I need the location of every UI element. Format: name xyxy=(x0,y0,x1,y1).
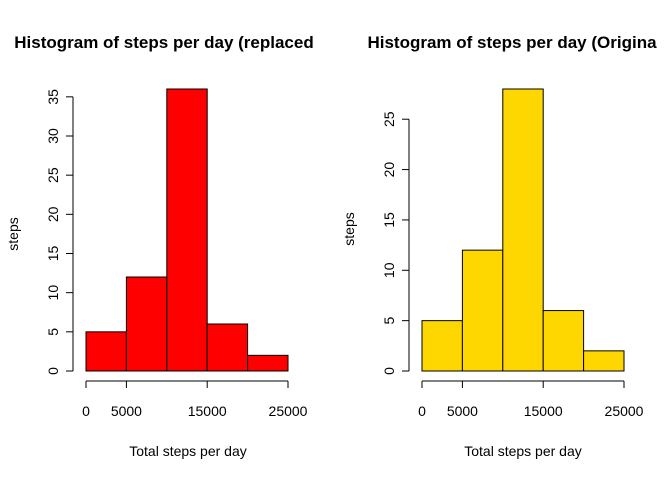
y-tick-label: 5 xyxy=(381,317,397,325)
x-tick-label: 0 xyxy=(418,403,426,419)
y-tick-label: 0 xyxy=(45,367,61,375)
y-axis: 0 5 10 15 20 25 xyxy=(381,111,410,375)
y-tick-label: 25 xyxy=(381,111,397,127)
y-tick-label: 5 xyxy=(45,328,61,336)
y-axis-label: steps xyxy=(5,217,21,250)
histogram-bar xyxy=(247,354,289,372)
y-tick-label: 15 xyxy=(381,212,397,228)
histogram-bar xyxy=(125,276,168,372)
histogram-replaced-panel: Histogram of steps per day (replaced Tot… xyxy=(5,33,314,459)
x-axis: 0 5000 15000 25000 xyxy=(82,380,308,419)
x-tick-label: 5000 xyxy=(447,403,478,419)
x-tick-label: 15000 xyxy=(188,403,227,419)
y-axis-label: steps xyxy=(341,212,357,245)
y-tick-label: 20 xyxy=(45,206,61,222)
x-axis-label: Total steps per day xyxy=(464,443,582,459)
histogram-bar xyxy=(461,249,504,372)
histogram-bar xyxy=(85,331,127,372)
x-axis-label: Total steps per day xyxy=(129,443,247,459)
histogram-bar xyxy=(542,310,585,372)
histogram-bar xyxy=(502,88,544,372)
y-axis: 0 5 10 15 20 25 30 35 xyxy=(45,89,74,375)
y-tick-label: 15 xyxy=(45,246,61,262)
y-tick-label: 35 xyxy=(45,89,61,105)
chart-title: Histogram of steps per day (Origina xyxy=(367,33,657,52)
x-axis: 0 5000 15000 25000 xyxy=(418,380,644,419)
y-tick-label: 0 xyxy=(381,367,397,375)
histogram-original-panel: Histogram of steps per day (Origina Tota… xyxy=(341,33,657,459)
chart-title: Histogram of steps per day (replaced xyxy=(14,33,313,52)
x-tick-label: 0 xyxy=(82,403,90,419)
y-tick-label: 30 xyxy=(45,128,61,144)
x-tick-label: 25000 xyxy=(269,403,308,419)
y-tick-label: 10 xyxy=(45,285,61,301)
x-tick-label: 15000 xyxy=(524,403,563,419)
x-tick-label: 25000 xyxy=(605,403,644,419)
bar-group xyxy=(85,88,289,372)
histogram-bar xyxy=(166,88,208,372)
bar-group xyxy=(421,88,625,372)
y-tick-label: 10 xyxy=(381,262,397,278)
x-tick-label: 5000 xyxy=(111,403,142,419)
y-tick-label: 20 xyxy=(381,162,397,178)
histogram-bar xyxy=(421,320,463,372)
histogram-bar xyxy=(583,350,625,372)
histogram-bar xyxy=(206,323,249,372)
y-tick-label: 25 xyxy=(45,167,61,183)
